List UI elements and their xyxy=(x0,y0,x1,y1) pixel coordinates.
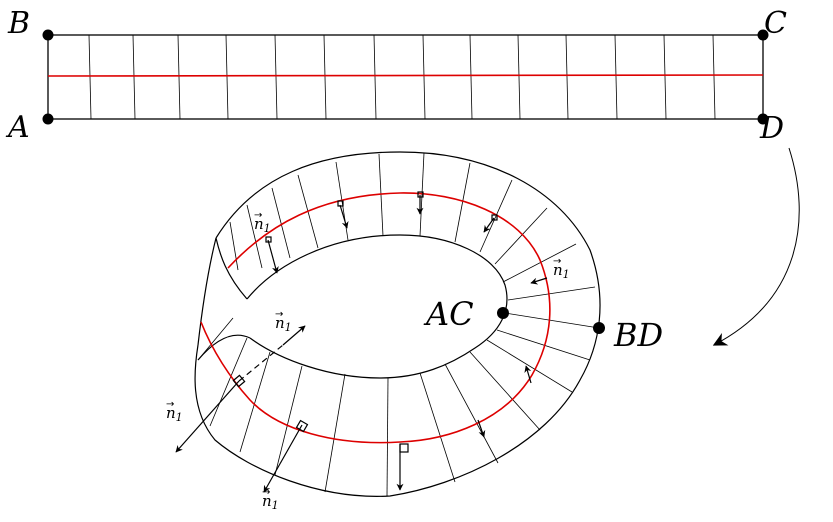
mobius-ruling xyxy=(419,152,425,237)
vector-arrow-glyph: → xyxy=(254,210,262,221)
normal-arrow xyxy=(530,277,548,285)
strip-ruling xyxy=(614,34,618,120)
mobius-ruling xyxy=(454,162,471,243)
normal-arrow xyxy=(263,424,303,493)
corner-c-dot xyxy=(757,29,769,41)
flat-strip: A B C D xyxy=(5,6,787,146)
right-angle-mark xyxy=(295,419,309,433)
mobius-twist-edge-front xyxy=(197,237,217,346)
mobius-strip xyxy=(194,151,601,497)
vector-arrow-glyph: → xyxy=(275,309,283,320)
mobius-ruling xyxy=(486,339,573,393)
corner-b-label: B xyxy=(7,6,30,41)
corner-a-label: A xyxy=(5,110,30,145)
strip-ruling xyxy=(88,34,92,120)
mobius-rulings xyxy=(197,152,600,497)
corner-a-dot xyxy=(42,113,54,125)
right-angle-mark xyxy=(417,191,424,198)
normal-label-right: n1 → xyxy=(553,256,570,281)
mobius-ruling xyxy=(479,179,513,253)
normal-label-text: n1 xyxy=(254,215,271,235)
normal-label-bottom: n1 → xyxy=(262,487,279,512)
normal-arrow-back-dashed xyxy=(238,344,284,382)
strip-outline xyxy=(47,34,764,120)
mobius-ruling xyxy=(496,329,591,361)
right-angle-mark xyxy=(265,236,272,243)
mobius-ruling xyxy=(386,377,389,497)
strip-ruling xyxy=(565,34,569,120)
strip-ruling xyxy=(373,34,377,120)
corner-b-dot xyxy=(42,29,54,41)
right-angle-mark xyxy=(337,200,344,207)
mobius-ruling xyxy=(197,317,234,361)
transform-arrow xyxy=(712,147,800,346)
mobius-ruling xyxy=(239,351,271,453)
point-ac-label: AC xyxy=(423,295,474,333)
strip-rulings xyxy=(88,34,716,120)
mobius-ruling xyxy=(274,365,303,476)
strip-ruling xyxy=(225,34,229,120)
mobius-ruling xyxy=(209,337,248,427)
mobius-ruling xyxy=(378,153,384,237)
strip-ruling xyxy=(274,34,278,120)
point-ac-dot xyxy=(497,307,509,319)
normal-label-left: n1 → xyxy=(166,399,183,424)
strip-ruling xyxy=(132,34,136,120)
corner-d-label: D xyxy=(759,111,784,146)
mobius-twist-edge-back xyxy=(197,334,251,361)
normal-arrow-front xyxy=(175,380,240,453)
point-bd-label: BD xyxy=(613,316,663,354)
strip-ruling xyxy=(177,34,181,120)
mobius-ruling xyxy=(419,372,456,483)
mobius-ruling xyxy=(229,221,239,271)
normal-arrow xyxy=(267,239,279,274)
mobius-ruling xyxy=(271,187,291,259)
mobius-ruling xyxy=(246,204,263,269)
mobius-outer-edge xyxy=(194,151,601,497)
right-angle-mark xyxy=(232,374,246,388)
mobius-ruling xyxy=(504,312,600,329)
mobius-ruling xyxy=(507,286,596,301)
point-bd-dot xyxy=(593,322,605,334)
normal-labels: n1 → n1 → n1 → n1 → n1 → xyxy=(166,210,570,512)
normal-label-text: n1 xyxy=(262,492,279,512)
mobius-ruling xyxy=(494,207,548,265)
mobius-center-line xyxy=(200,192,551,444)
strip-ruling xyxy=(663,34,667,120)
corner-d-dot xyxy=(757,113,769,125)
mobius-ruling xyxy=(469,351,541,431)
normal-label-text: n1 xyxy=(275,314,292,334)
strip-ruling xyxy=(422,34,426,120)
normal-arrow xyxy=(339,204,349,229)
normal-arrow xyxy=(477,419,486,438)
normal-label-text: n1 xyxy=(553,261,570,281)
normal-vectors xyxy=(175,191,548,493)
right-angle-mark xyxy=(491,214,498,221)
vector-arrow-glyph: → xyxy=(553,256,561,267)
vector-arrow-glyph: → xyxy=(166,399,174,410)
strip-center-line xyxy=(47,74,764,77)
normal-label-text: n1 xyxy=(166,404,183,424)
mobius-ruling xyxy=(324,373,346,493)
right-angle-mark xyxy=(399,443,409,453)
mobius-ruling xyxy=(444,363,499,464)
mobius-ruling xyxy=(502,243,577,283)
vector-arrow-glyph: → xyxy=(262,487,270,498)
strip-ruling xyxy=(323,34,327,120)
strip-ruling xyxy=(469,34,473,120)
mobius-twist-edge-top xyxy=(215,237,248,300)
normal-label-top-left: n1 → xyxy=(254,210,271,235)
strip-ruling xyxy=(517,34,521,120)
normal-arrow xyxy=(524,365,532,384)
normal-arrow-back xyxy=(282,325,306,346)
normal-label-inner: n1 → xyxy=(275,309,292,334)
strip-ruling xyxy=(712,34,716,120)
corner-c-label: C xyxy=(764,6,787,41)
